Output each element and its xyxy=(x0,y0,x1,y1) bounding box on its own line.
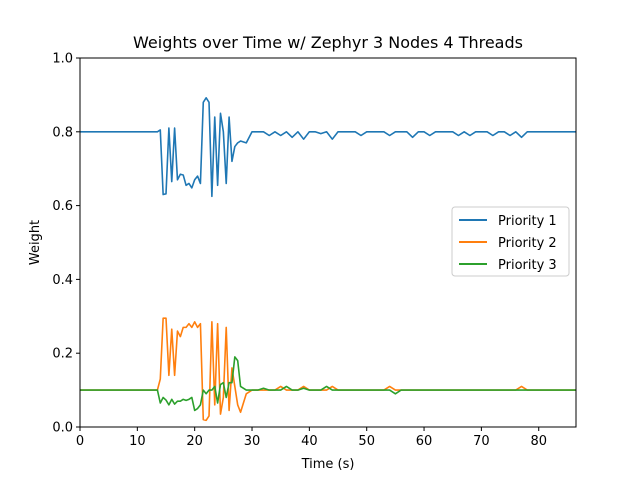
x-tick-label: 40 xyxy=(301,434,318,449)
y-tick-label: 0.6 xyxy=(52,199,73,214)
y-axis-label: Weight xyxy=(28,220,43,265)
x-tick-label: 0 xyxy=(76,434,84,449)
legend-box xyxy=(451,206,570,277)
legend-label: Priority 2 xyxy=(498,236,557,251)
y-tick-label: 0.4 xyxy=(52,273,73,288)
series-line-priority-1 xyxy=(80,97,576,198)
y-tick-label: 0.0 xyxy=(52,421,73,436)
x-tick-label: 20 xyxy=(186,434,203,449)
plot-frame xyxy=(79,57,577,428)
x-tick-label: 70 xyxy=(473,434,490,449)
x-tick-label: 80 xyxy=(530,434,547,449)
x-tick-label: 60 xyxy=(416,434,433,449)
series-line-priority-3 xyxy=(80,356,576,412)
legend-label: Priority 1 xyxy=(498,214,557,229)
y-axis: 0.0 0.2 0.4 0.6 0.8 1.0 xyxy=(52,52,80,436)
legend-label: Priority 3 xyxy=(498,258,557,273)
x-tick-label: 10 xyxy=(129,434,146,449)
x-tick-label: 50 xyxy=(358,434,375,449)
x-axis: 0 10 20 30 40 50 60 70 80 xyxy=(76,427,547,449)
y-tick-label: 0.2 xyxy=(52,347,73,362)
series-layer xyxy=(80,97,576,422)
x-tick-label: 30 xyxy=(244,434,261,449)
y-tick-label: 0.8 xyxy=(52,125,73,140)
x-axis-label: Time (s) xyxy=(301,457,355,472)
y-tick-label: 1.0 xyxy=(52,52,73,67)
chart-title: Weights over Time w/ Zephyr 3 Nodes 4 Th… xyxy=(133,33,523,52)
legend: Priority 1 Priority 2 Priority 3 xyxy=(451,206,570,277)
